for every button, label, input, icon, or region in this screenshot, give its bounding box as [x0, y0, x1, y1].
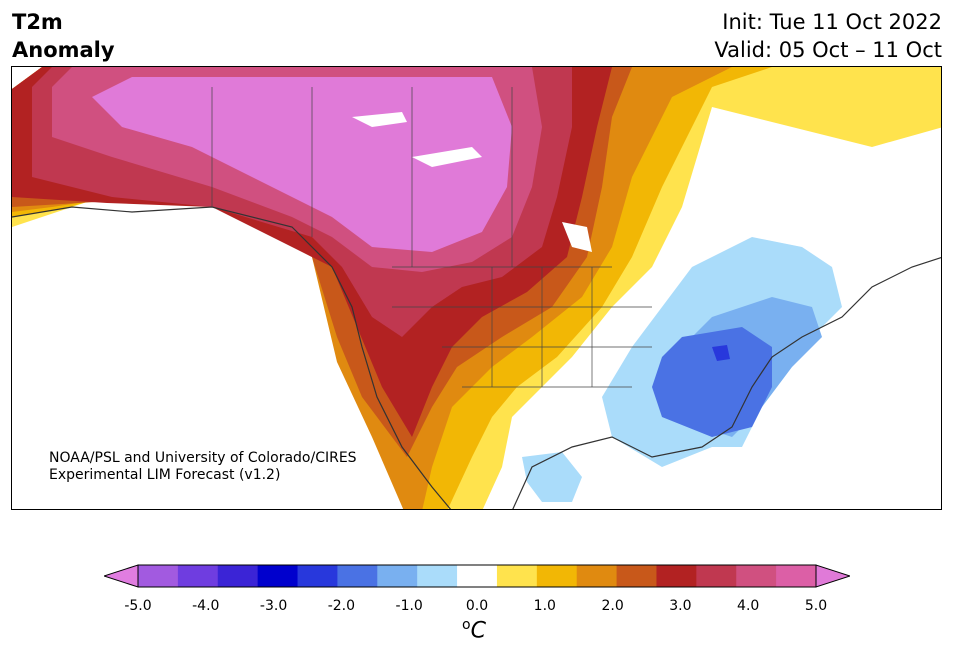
colorbar-low-arrow	[104, 564, 139, 588]
colorbar-high-arrow	[815, 564, 850, 588]
colorbar-tick-label: 0.0	[465, 598, 489, 614]
colorbar-segment	[696, 565, 737, 587]
colorbar-segment	[457, 565, 498, 587]
colorbar-unit: oC	[462, 617, 486, 643]
colorbar-tick-label: -4.0	[192, 598, 220, 614]
colorbar-segment	[417, 565, 458, 587]
colorbar-segment	[776, 565, 817, 587]
colorbar-tick-label: -3.0	[259, 598, 288, 614]
colorbar-tick-label: 2.0	[601, 598, 624, 614]
anomaly-band-neg1c5	[652, 327, 772, 437]
anomaly-map	[11, 66, 942, 510]
colorbar-segment	[257, 565, 299, 587]
colorbar-segment	[177, 565, 219, 587]
colorbar-segment	[496, 565, 538, 587]
colorbar-outline	[137, 564, 817, 588]
credit-text: NOAA/PSL and University of Colorado/CIRE…	[49, 450, 357, 484]
colorbar-segment	[377, 565, 418, 587]
anomaly-band-neg2c	[712, 345, 730, 361]
valid-range: Valid: 05 Oct – 11 Oct	[714, 38, 942, 62]
state-borders	[211, 87, 652, 388]
colorbar-segment	[576, 565, 618, 587]
colorbar-segment	[337, 565, 378, 587]
title-line-2: Anomaly	[12, 38, 115, 62]
colorbar-segment	[217, 565, 259, 587]
unit-superscript: o	[462, 617, 471, 633]
colorbar-tick-label: 1.0	[533, 598, 556, 614]
colorbar-tick-label: -2.0	[327, 598, 356, 614]
forecast-info: Init: Tue 11 Oct 2022 Valid: 05 Oct – 11…	[714, 8, 942, 64]
anomaly-band-neg0c5-mexico	[522, 452, 582, 502]
anomaly-band-5c	[92, 77, 512, 252]
map-canvas	[12, 67, 941, 509]
title-line-1: T2m	[12, 10, 63, 34]
credit-line-2: Experimental LIM Forecast (v1.2)	[49, 467, 281, 483]
colorbar-segment	[736, 565, 777, 587]
colorbar	[104, 564, 850, 588]
colorbar-segment	[616, 565, 657, 587]
colorbar-tick-label: 5.0	[804, 598, 828, 614]
colorbar-segment	[297, 565, 338, 587]
colorbar-segment	[536, 565, 578, 587]
lakes	[352, 112, 592, 252]
unit-letter: C	[470, 618, 486, 644]
colorbar-tick-label: 4.0	[737, 598, 760, 614]
coastline	[12, 206, 941, 509]
colorbar-tick-label: -1.0	[395, 598, 423, 614]
init-date: Init: Tue 11 Oct 2022	[722, 10, 942, 34]
colorbar-tick-label: 3.0	[669, 598, 692, 614]
colorbar-tick-label: -5.0	[124, 598, 152, 614]
credit-line-1: NOAA/PSL and University of Colorado/CIRE…	[49, 450, 357, 466]
colorbar-segment	[656, 565, 697, 587]
map-title: T2m Anomaly	[12, 8, 115, 64]
colorbar-segment	[138, 565, 179, 587]
